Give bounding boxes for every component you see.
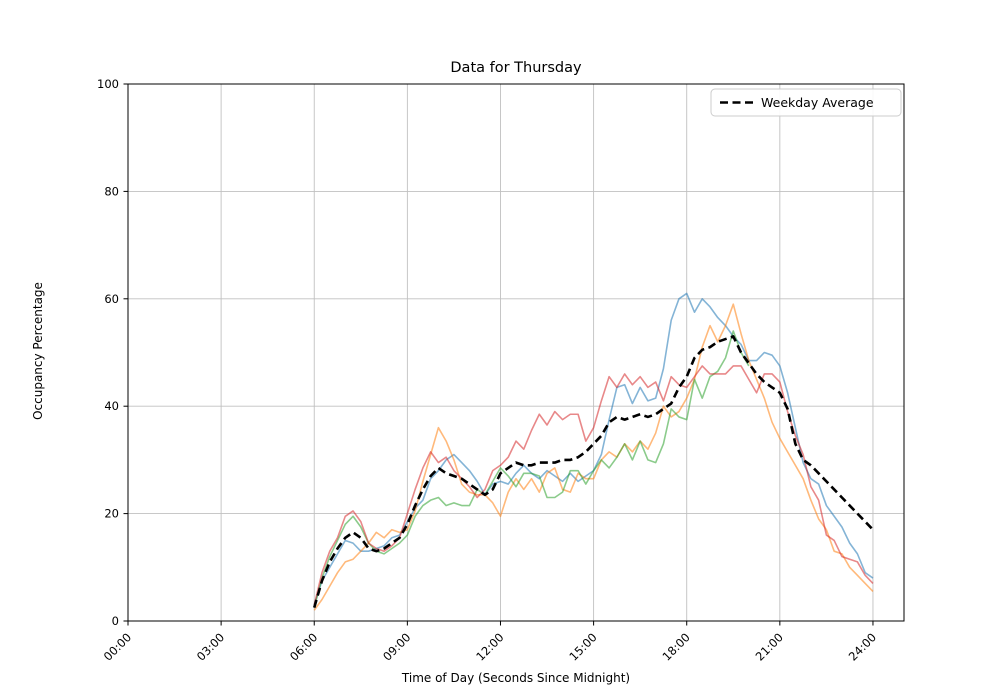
y-tick-label: 100 — [97, 77, 119, 91]
x-tick-label: 24:00 — [846, 630, 879, 663]
legend-box — [710, 88, 902, 117]
x-tick-label: 15:00 — [566, 630, 599, 663]
y-tick-label: 40 — [104, 399, 119, 413]
x-tick-label: 09:00 — [380, 630, 413, 663]
x-tick-label: 12:00 — [473, 630, 506, 663]
y-tick-label: 60 — [104, 292, 119, 306]
chart-title: Data for Thursday — [450, 60, 582, 76]
x-tick-label: 00:00 — [101, 630, 134, 663]
x-axis-label: Time of Day (Seconds Since Midnight) — [401, 671, 631, 685]
legend-label: Weekday Average — [761, 95, 874, 110]
x-tick-label: 06:00 — [287, 630, 320, 663]
series-line-4 — [313, 365, 874, 606]
y-tick-label: 20 — [104, 507, 119, 521]
x-tick-label: 18:00 — [659, 630, 692, 663]
y-tick-label: 80 — [104, 184, 119, 198]
y-tick-label: 0 — [112, 614, 119, 628]
series-line-2 — [313, 303, 874, 611]
series-line-5 — [312, 335, 874, 608]
series-line-3 — [313, 330, 750, 608]
x-tick-label: 03:00 — [194, 630, 227, 663]
axes-spines — [127, 83, 905, 622]
x-tick-label: 21:00 — [753, 630, 786, 663]
